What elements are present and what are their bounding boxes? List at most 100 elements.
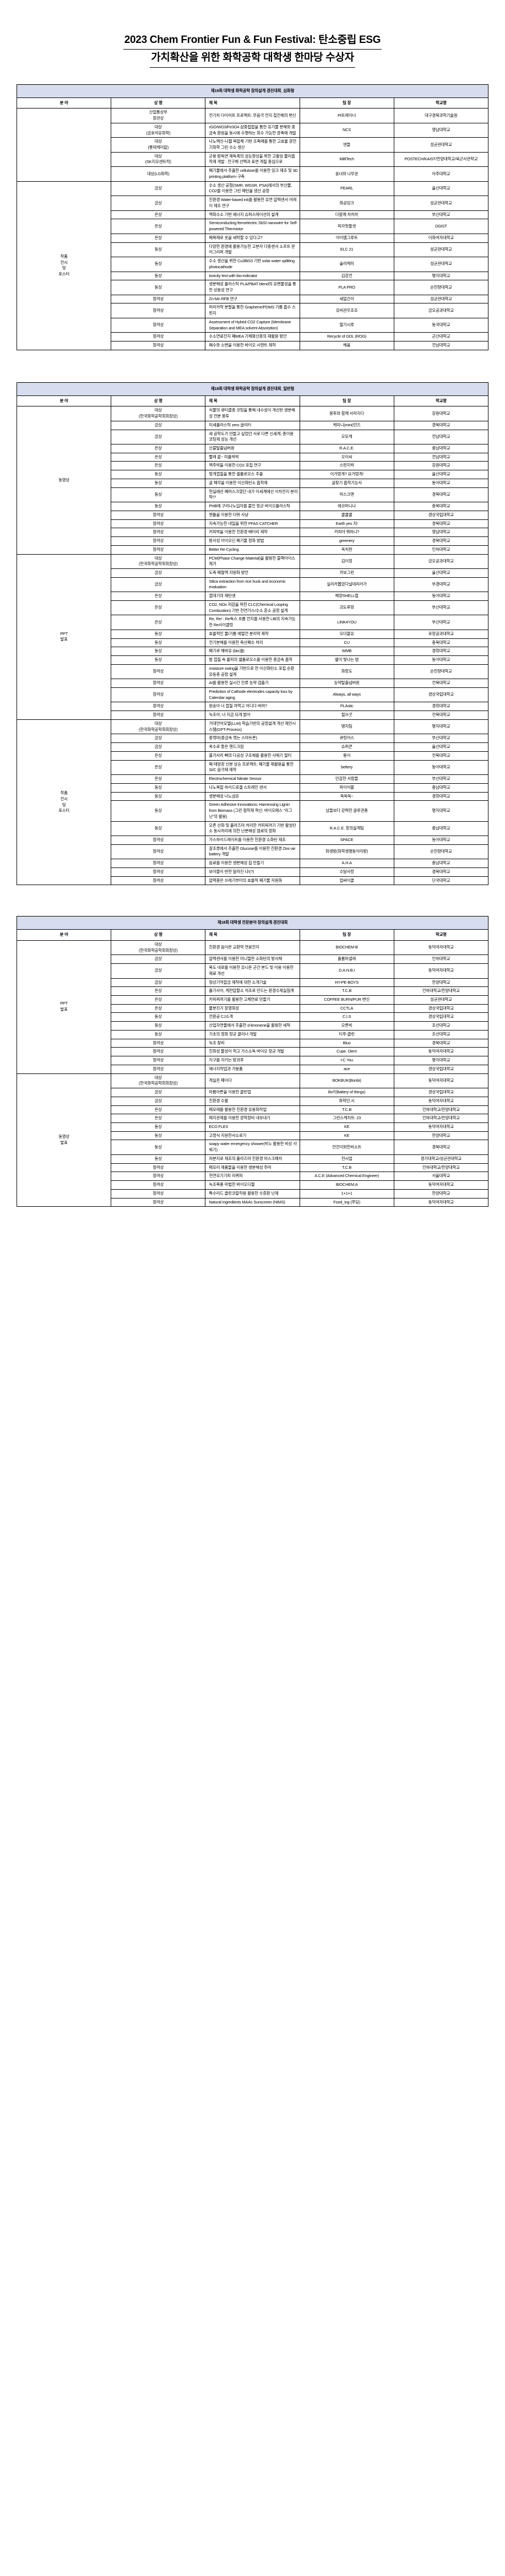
award-name-cell: 금상 bbox=[111, 742, 206, 752]
table-row: 장려상 원숭아 너 껍질 까먹고 어디다 버려? PLAstic 경희대학교 bbox=[17, 702, 489, 712]
table-row: 작품 전시 및 포스터 대상 (한국화학공학회회장상) 거대언어모델(LLM) 학습기반의 … bbox=[16, 719, 489, 886]
team-leader-cell: Always, all ways bbox=[299, 687, 394, 703]
school-name-cell: 아주대학교 bbox=[393, 166, 489, 182]
table-row: 동상 ECO FLEX KE 동덕여자대학교 bbox=[17, 1122, 489, 1132]
project-title-cell: moisture swing을 기반으로 한 이산화탄소 포집 순환 유동층 공… bbox=[205, 664, 300, 680]
team-leader-cell: R.A.C.E. 창의설계팀 bbox=[299, 821, 394, 836]
table-row: 동상 Green Adhesive Innovations: Harnessing… bbox=[17, 800, 489, 822]
team-leader-cell: 이거멍게? 요거멍게! bbox=[299, 470, 394, 479]
team-leader-cell: 딸기시루 bbox=[299, 317, 394, 333]
table-banner-row: 제19회 대학생 화학공학 창의설계 경진대회_일반형 bbox=[17, 382, 488, 396]
table-row: 동상 멍게껍질을 통한 셀룰로오스 추출 이거멍게? 요거멍게! 울산대학교 bbox=[17, 470, 489, 479]
project-title-cell: 특수리드 클린코칼작용 활용한 수증환 난제 bbox=[205, 1189, 300, 1198]
award-name-cell: 대상 (롯데케미칼) bbox=[111, 137, 206, 153]
column-header-leader: 팀 장 bbox=[299, 395, 394, 407]
project-title-cell: 보아줄이 반한 달라진 나!(?) bbox=[205, 867, 300, 877]
team-leader-cell: T.C.B bbox=[299, 1163, 394, 1173]
team-leader-cell: BoT(Battery of things) bbox=[299, 1088, 394, 1097]
project-title-cell: 압력센서를 이용한 미니멀한 소화탄의 방사체 bbox=[205, 955, 300, 964]
award-name-cell: 은상 bbox=[111, 1004, 206, 1013]
table-row: 동상 전환공 CJ소개 C.I.S 경상국립대학교 bbox=[17, 1012, 489, 1022]
award-name-cell: 금상 bbox=[111, 568, 206, 578]
school-name-cell: 동아대학교 bbox=[393, 478, 489, 488]
project-title-cell: 저분지로 제조의 플라즈마 친환경 마스크패치 bbox=[205, 1154, 300, 1164]
award-name-cell: 동상 bbox=[111, 629, 206, 639]
school-name-cell: 부경대학교 bbox=[393, 577, 489, 593]
project-title-cell: 수소연료전지 폐MEA 기체확산층의 재활용 방안 bbox=[205, 332, 300, 342]
project-title-cell: Assessment of Hybrid CO2 Capture (Membra… bbox=[205, 317, 300, 333]
project-title-cell: 빨래 끝~ 미플싹싹 bbox=[205, 452, 300, 462]
award-name-cell: 금상 bbox=[111, 181, 206, 197]
team-leader-cell: CU bbox=[299, 638, 394, 648]
award-name-cell: 동상 bbox=[111, 242, 206, 258]
team-leader-cell: KE bbox=[299, 1131, 394, 1141]
project-title-cell: Prediction of Cathode electrodes capacit… bbox=[205, 687, 300, 703]
school-name-cell: 인하대학교 bbox=[393, 545, 489, 555]
school-name-cell: 동덕여자대학교 bbox=[393, 1197, 489, 1207]
project-title-cell: 옥수로 좋은 핸드크림 bbox=[205, 742, 300, 752]
field-group-label: PPT 발표 bbox=[16, 554, 112, 720]
project-title-cell: 멍게껍질을 통한 셀룰로오스 추출 bbox=[205, 470, 300, 479]
project-title-cell: ECO FLEX bbox=[205, 1122, 300, 1132]
school-name-cell: 성균관대학교 bbox=[393, 995, 489, 1005]
team-leader-cell: BIOCHEM-B bbox=[299, 940, 394, 956]
project-title-cell: 도축 폐혈액 자원화 방안 bbox=[205, 568, 300, 578]
team-leader-cell: LINK4YOU bbox=[299, 615, 394, 630]
award-name-cell: 금상 bbox=[111, 955, 206, 964]
project-title-cell: 나노복합 하이드로겔 스트레인 센서 bbox=[205, 783, 300, 793]
school-name-cell: 강원대학교 bbox=[393, 461, 489, 471]
school-name-cell: 동아대학교 bbox=[393, 655, 489, 665]
team-leader-cell: 화생방(화학생명동아리방) bbox=[299, 844, 394, 860]
team-leader-cell: KE bbox=[299, 1122, 394, 1132]
team-leader-cell: 다함께 차차차 bbox=[299, 210, 394, 220]
school-name-cell: 인하대학교 bbox=[393, 955, 489, 964]
school-name-cell: 경기대학교/성균관대학교 bbox=[393, 1154, 489, 1164]
school-name-cell: 동아대학교 bbox=[393, 592, 489, 601]
column-header-school: 학교명 bbox=[393, 929, 489, 941]
school-name-cell: 인하대학교/한양대학교 bbox=[393, 1114, 489, 1123]
project-title-cell: 복도 내로를 이용한 유니온 군간 본드 및 이용 이용한 재료 개선 bbox=[205, 963, 300, 979]
award-name-cell: 장려상 bbox=[111, 859, 206, 868]
team-leader-cell: 엔들 bbox=[299, 137, 394, 153]
award-name-cell: 은상 bbox=[111, 219, 206, 234]
project-title-cell: 지속가능한 내일을 위한 PFAS CATCHER bbox=[205, 519, 300, 529]
table-row: 장려상 Prediction of Cathode electrodes capa… bbox=[17, 687, 489, 703]
team-leader-cell: 김강전 bbox=[299, 271, 394, 281]
school-name-cell: 울산대학교 bbox=[393, 181, 489, 197]
project-title-cell: 맥주박을 이용한 CO2 포집 연구 bbox=[205, 461, 300, 471]
team-leader-cell: bettery bbox=[299, 760, 394, 775]
school-name-cell: 한양대학교 bbox=[393, 1131, 489, 1141]
school-name-cell: 경상국립대학교 bbox=[393, 1064, 489, 1074]
school-name-cell: 한양대학교 bbox=[393, 1189, 489, 1198]
team-leader-cell: 아이엠그루트 bbox=[299, 233, 394, 243]
award-name-cell: 동상 bbox=[111, 783, 206, 793]
award-name-cell: 장려상 bbox=[111, 867, 206, 877]
award-name-cell: 동상 bbox=[111, 280, 206, 295]
award-name-cell: 은상 bbox=[111, 452, 206, 462]
table-row: 장려상 친화성 물성이 적고 가스소독 바이오 항균 개발 Cupe. Diem 동덕… bbox=[17, 1047, 489, 1057]
team-leader-cell: 카보그린 bbox=[299, 568, 394, 578]
team-leader-cell: 별이 빛나는 밤 bbox=[299, 655, 394, 665]
school-name-cell: 동덕여자대학교 bbox=[393, 1073, 489, 1089]
field-group-label: 작품 전시 및 포스터 bbox=[16, 719, 112, 886]
project-title-cell: PCM(Phase Change Material)을 활용한 블랙아이스 제거 bbox=[205, 554, 300, 570]
school-name-cell: 충남대학교 bbox=[393, 443, 489, 453]
team-leader-cell: Earth yes 지! bbox=[299, 519, 394, 529]
team-leader-cell: SPACE bbox=[299, 835, 394, 845]
project-title-cell: 커피박을 이용한 친환경 배터리 제작 bbox=[205, 528, 300, 538]
award-name-cell: 동상 bbox=[111, 1029, 206, 1039]
team-leader-cell: 화학민.시 bbox=[299, 1096, 394, 1106]
project-title-cell: 친화성 물성이 적고 가스소독 바이오 항균 개발 bbox=[205, 1047, 300, 1057]
school-name-cell: 경상국립대학교 bbox=[393, 510, 489, 520]
table-row: 은상 껍데기의 재탄생 해양SHELL럽 동아대학교 bbox=[17, 592, 489, 601]
award-name-cell: 동상 bbox=[111, 791, 206, 801]
field-group-label bbox=[16, 108, 112, 182]
project-title-cell: soapy water emergency shower(비누 활용한 비상 샤… bbox=[205, 1140, 300, 1155]
team-leader-cell: 웅녀와 나무꾼 bbox=[299, 166, 394, 182]
project-title-cell: PHB에 구리나노입자를 붙인 항균 바이오플라스틱 bbox=[205, 502, 300, 511]
award-name-cell: 대상 (한국화학공학회회장상) bbox=[111, 554, 206, 570]
school-name-cell: 전북대학교 bbox=[393, 751, 489, 761]
school-name-cell: 경희대학교 bbox=[393, 791, 489, 801]
